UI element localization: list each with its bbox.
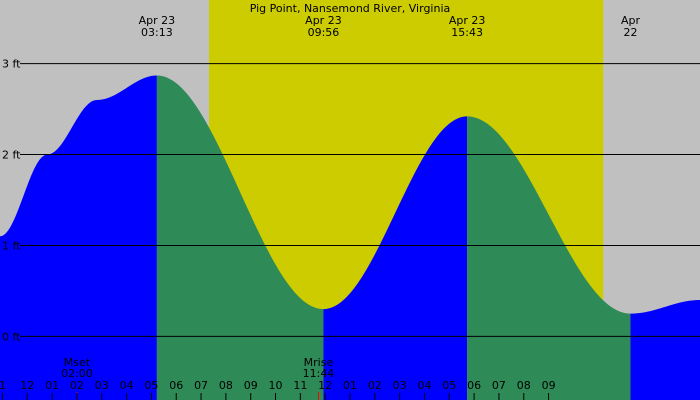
falling-tide-area [156,75,324,400]
hour-tick-label: 08 [219,379,233,392]
hour-tick-label: 02 [368,379,382,392]
hour-tick-label: 09 [244,379,258,392]
tide-event-time: 22 [623,26,637,39]
hour-tick-label: 04 [417,379,431,392]
falling-tide-area [467,116,631,400]
tide-event-time: 15:43 [451,26,483,39]
rising-tide-area [323,116,468,400]
hour-tick-label: 1 [0,379,6,392]
hour-tick-label: 01 [343,379,357,392]
moon-event-time: 11:44 [303,367,335,380]
moon-event-label: Mrise [304,356,334,369]
tide-event-time: 09:56 [308,26,340,39]
hour-tick-label: 01 [45,379,59,392]
moon-event-time: 02:00 [61,367,93,380]
tide-event-time: 03:13 [141,26,173,39]
hour-tick-label: 06 [467,379,481,392]
hour-tick-label: 05 [144,379,158,392]
chart-title: Pig Point, Nansemond River, Virginia [250,2,451,15]
hour-tick-label: 10 [269,379,283,392]
tide-event-date: Apr 23 [449,14,486,27]
tide-event-date: Apr [621,14,641,27]
moon-event-label: Mset [64,356,91,369]
hour-tick-label: 03 [393,379,407,392]
hour-tick-label: 07 [194,379,208,392]
y-tick-label: 2 ft [2,149,21,162]
hour-tick-label: 11 [293,379,307,392]
hour-tick-label: 06 [169,379,183,392]
hour-tick-label: 07 [492,379,506,392]
y-gridlines: 3 ft 2 ft 1 ft 0 ft [2,58,700,343]
rising-tide-area [630,300,700,400]
hour-tick-label: 12 [20,379,34,392]
hour-tick-label: 05 [442,379,456,392]
hour-tick-label: 12 [318,379,332,392]
tide-event-date: Apr 23 [305,14,342,27]
hour-tick-label: 09 [542,379,556,392]
hour-tick-label: 08 [517,379,531,392]
y-tick-label: 0 ft [2,330,21,343]
rising-tide-area [0,75,157,400]
y-tick-label: 3 ft [2,58,21,71]
hour-tick-label: 04 [120,379,134,392]
hour-tick-label: 02 [70,379,84,392]
hour-axis: 1 12 01 02 03 04 05 06 07 08 09 10 11 12 01 02 03 04 05 06 0… [0,379,556,400]
tide-event-date: Apr 23 [139,14,176,27]
hour-tick-label: 03 [95,379,109,392]
tide-areas [0,75,700,400]
y-tick-label: 1 ft [2,239,21,252]
